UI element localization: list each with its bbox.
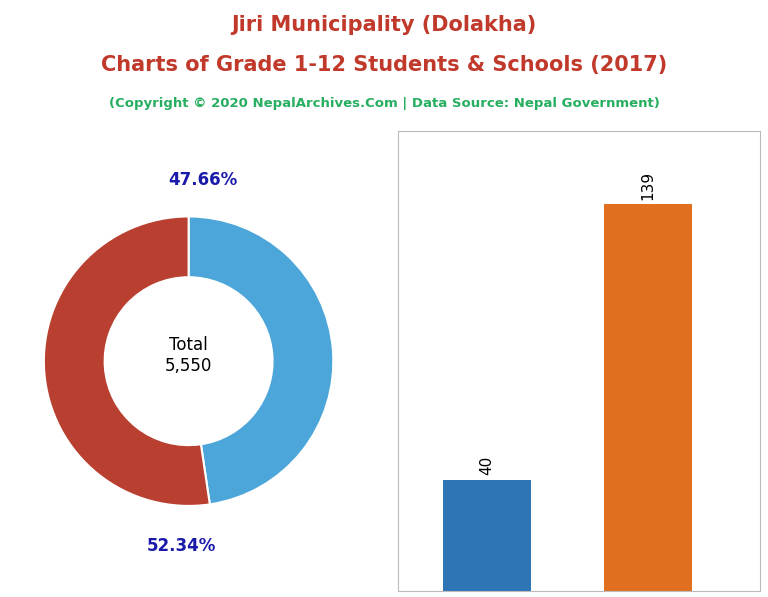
- Wedge shape: [44, 217, 210, 506]
- Text: 40: 40: [479, 456, 495, 475]
- Text: 52.34%: 52.34%: [147, 537, 216, 555]
- Text: Charts of Grade 1-12 Students & Schools (2017): Charts of Grade 1-12 Students & Schools …: [101, 55, 667, 75]
- Text: 47.66%: 47.66%: [168, 171, 238, 189]
- Text: Total
5,550: Total 5,550: [165, 336, 212, 375]
- Bar: [442, 479, 531, 591]
- Wedge shape: [189, 217, 333, 504]
- Bar: [604, 204, 692, 591]
- Text: Jiri Municipality (Dolakha): Jiri Municipality (Dolakha): [231, 15, 537, 35]
- Text: (Copyright © 2020 NepalArchives.Com | Data Source: Nepal Government): (Copyright © 2020 NepalArchives.Com | Da…: [108, 97, 660, 110]
- Text: 139: 139: [641, 171, 655, 199]
